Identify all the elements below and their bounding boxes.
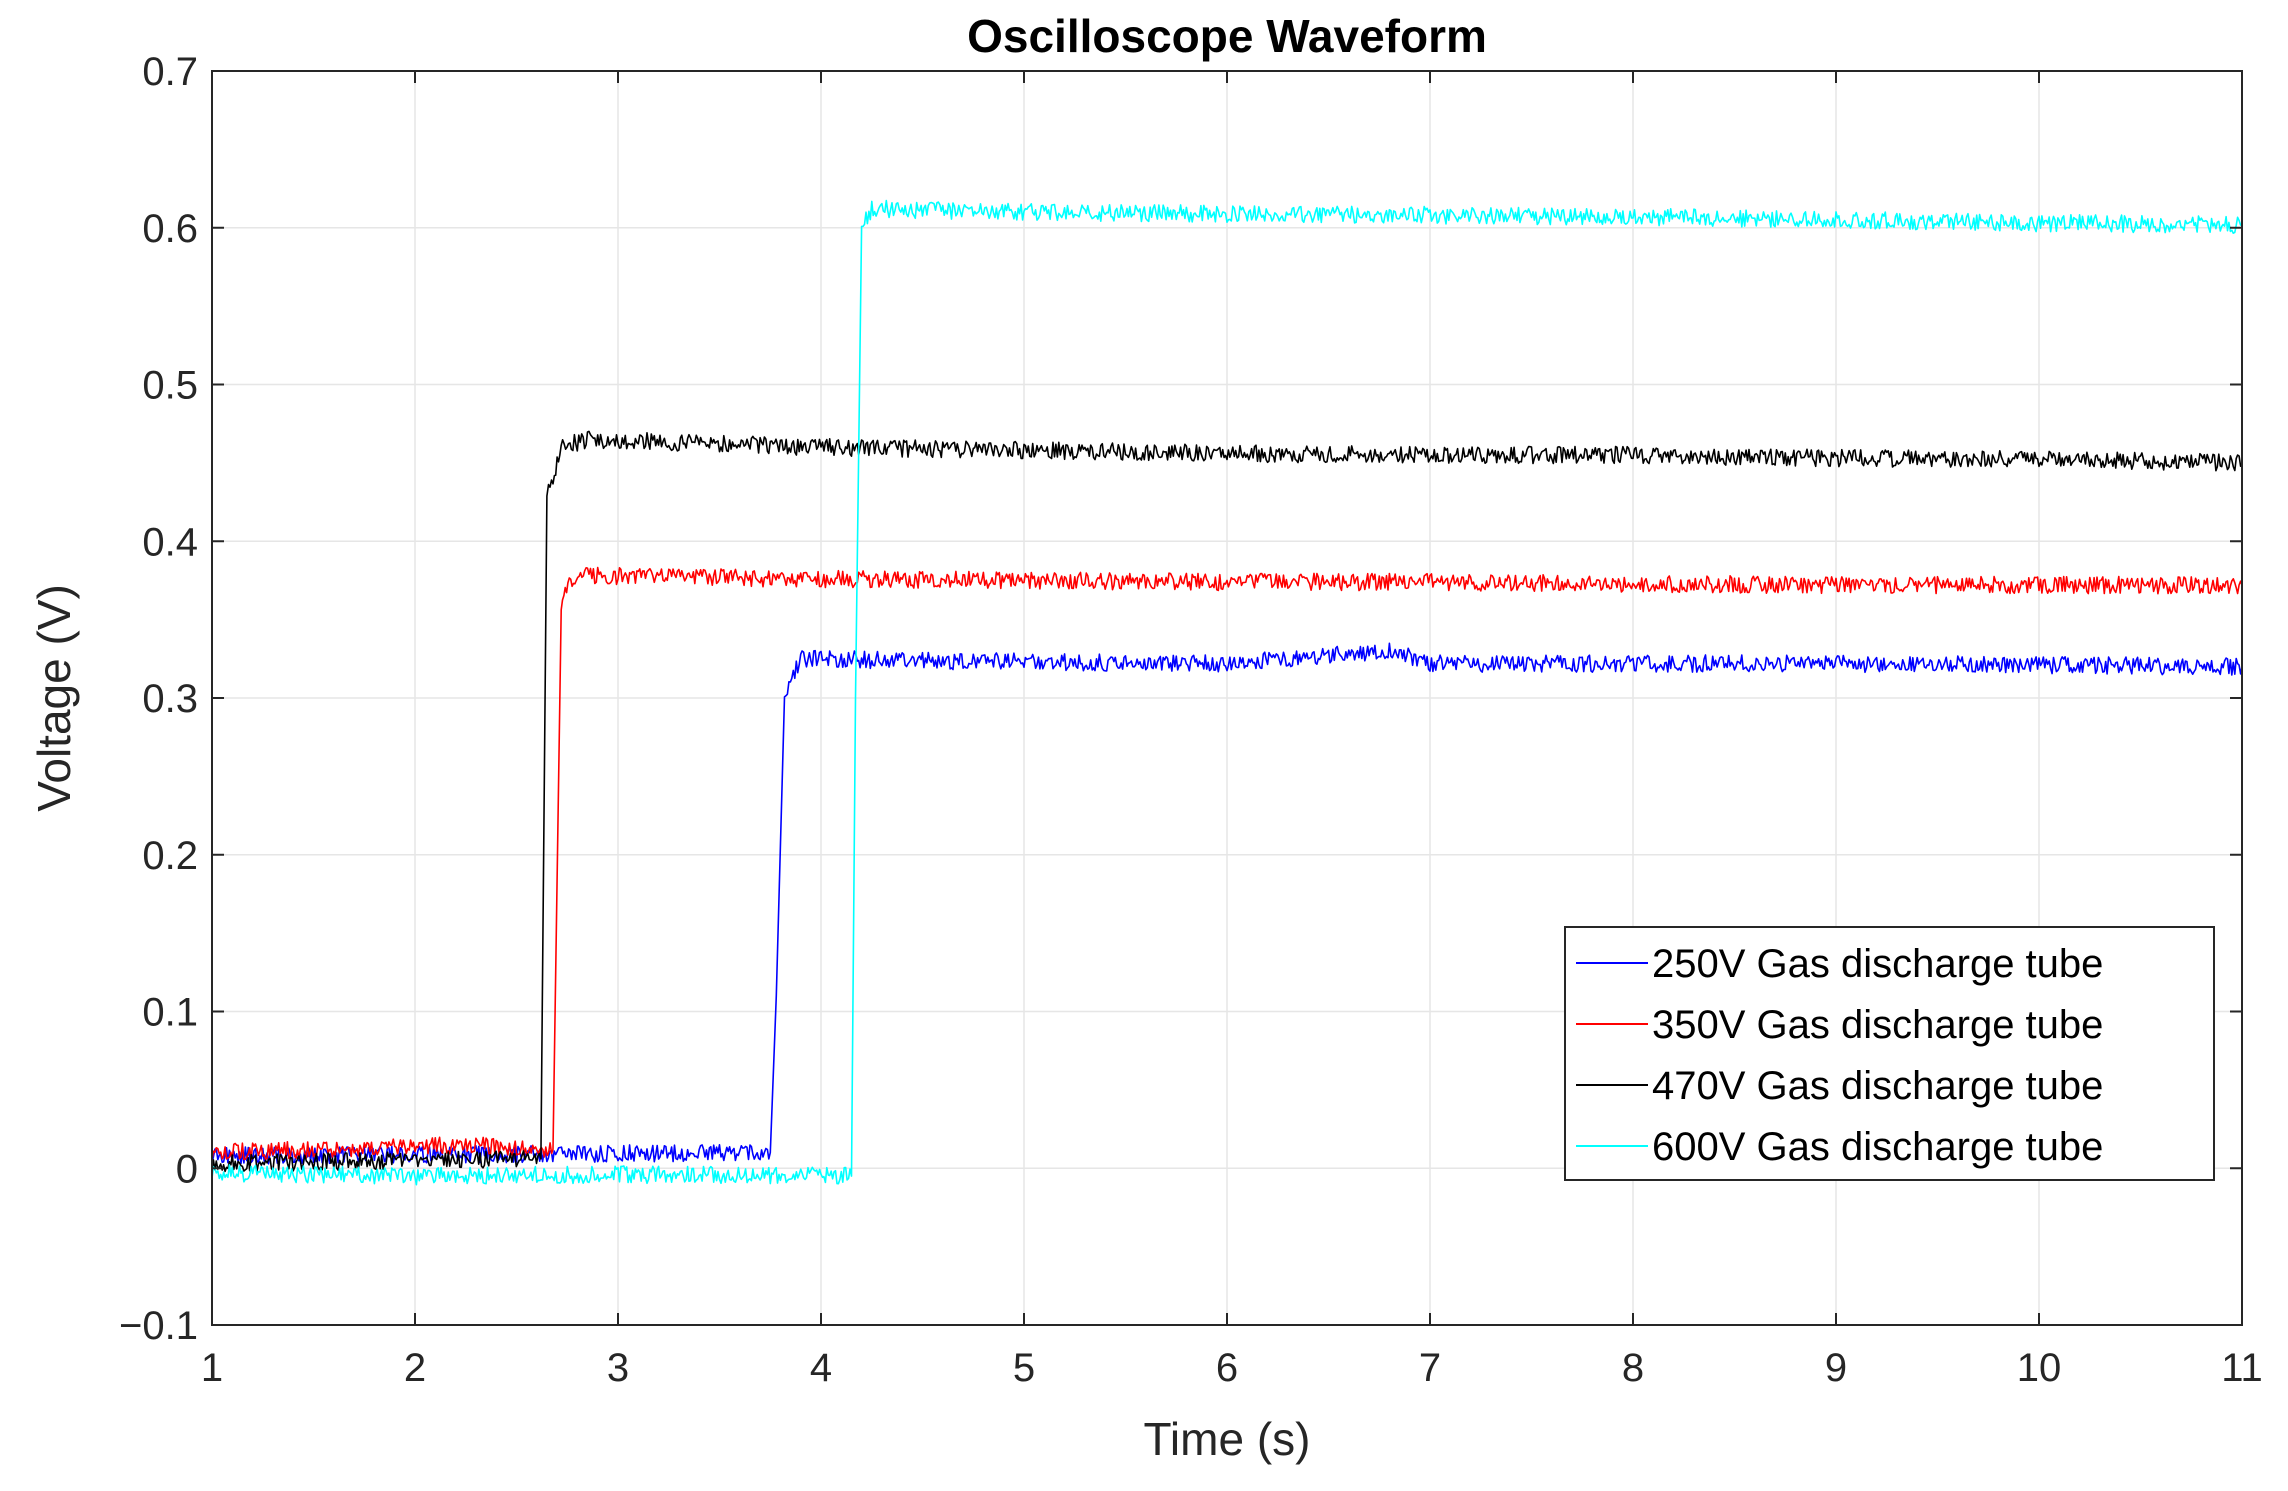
series-line-350v [211, 566, 2243, 1161]
legend-label-250v: 250V Gas discharge tube [1652, 942, 2103, 986]
y-tick-label: 0.3 [142, 677, 198, 721]
x-tick-label: 1 [201, 1346, 223, 1390]
tick-labels: 1 2 3 4 5 6 7 8 9 10 11 −0.1 0 0.1 0.2 0.3 0.4 0.5 0.6 0.7 [119, 50, 2263, 1390]
series-line-250v [211, 642, 2243, 1165]
legend-box [1564, 926, 2215, 1181]
x-axis-label: Time (s) [1144, 1413, 1311, 1465]
y-tick-label: 0.2 [142, 834, 198, 878]
y-tick-label: −0.1 [119, 1304, 198, 1348]
ticks [211, 70, 2243, 1326]
x-tick-label: 6 [1216, 1346, 1238, 1390]
x-tick-label: 2 [404, 1346, 426, 1390]
series-line-600v [211, 199, 2243, 1186]
x-tick-label: 3 [607, 1346, 629, 1390]
x-tick-label: 7 [1419, 1346, 1441, 1390]
chart-title: Oscilloscope Waveform [967, 10, 1487, 62]
y-tick-label: 0 [176, 1147, 198, 1191]
y-tick-label: 0.1 [142, 991, 198, 1035]
x-tick-label: 10 [2017, 1346, 2062, 1390]
x-tick-label: 11 [2221, 1346, 2263, 1390]
x-tick-label: 9 [1825, 1346, 1847, 1390]
legend-label-350v: 350V Gas discharge tube [1652, 1003, 2103, 1047]
y-axis-label: Voltage (V) [28, 584, 80, 812]
y-tick-label: 0.7 [142, 50, 198, 94]
legend-label-600v: 600V Gas discharge tube [1652, 1125, 2103, 1169]
x-tick-label: 5 [1013, 1346, 1035, 1390]
series-group [211, 199, 2243, 1186]
y-tick-label: 0.4 [142, 520, 198, 564]
legend: 250V Gas discharge tube 350V Gas dischar… [1564, 926, 2215, 1181]
y-tick-label: 0.6 [142, 207, 198, 251]
y-tick-label: 0.5 [142, 364, 198, 408]
legend-label-470v: 470V Gas discharge tube [1652, 1064, 2103, 1108]
x-tick-label: 8 [1622, 1346, 1644, 1390]
series-line-470v [211, 430, 2243, 1173]
x-tick-label: 4 [810, 1346, 832, 1390]
